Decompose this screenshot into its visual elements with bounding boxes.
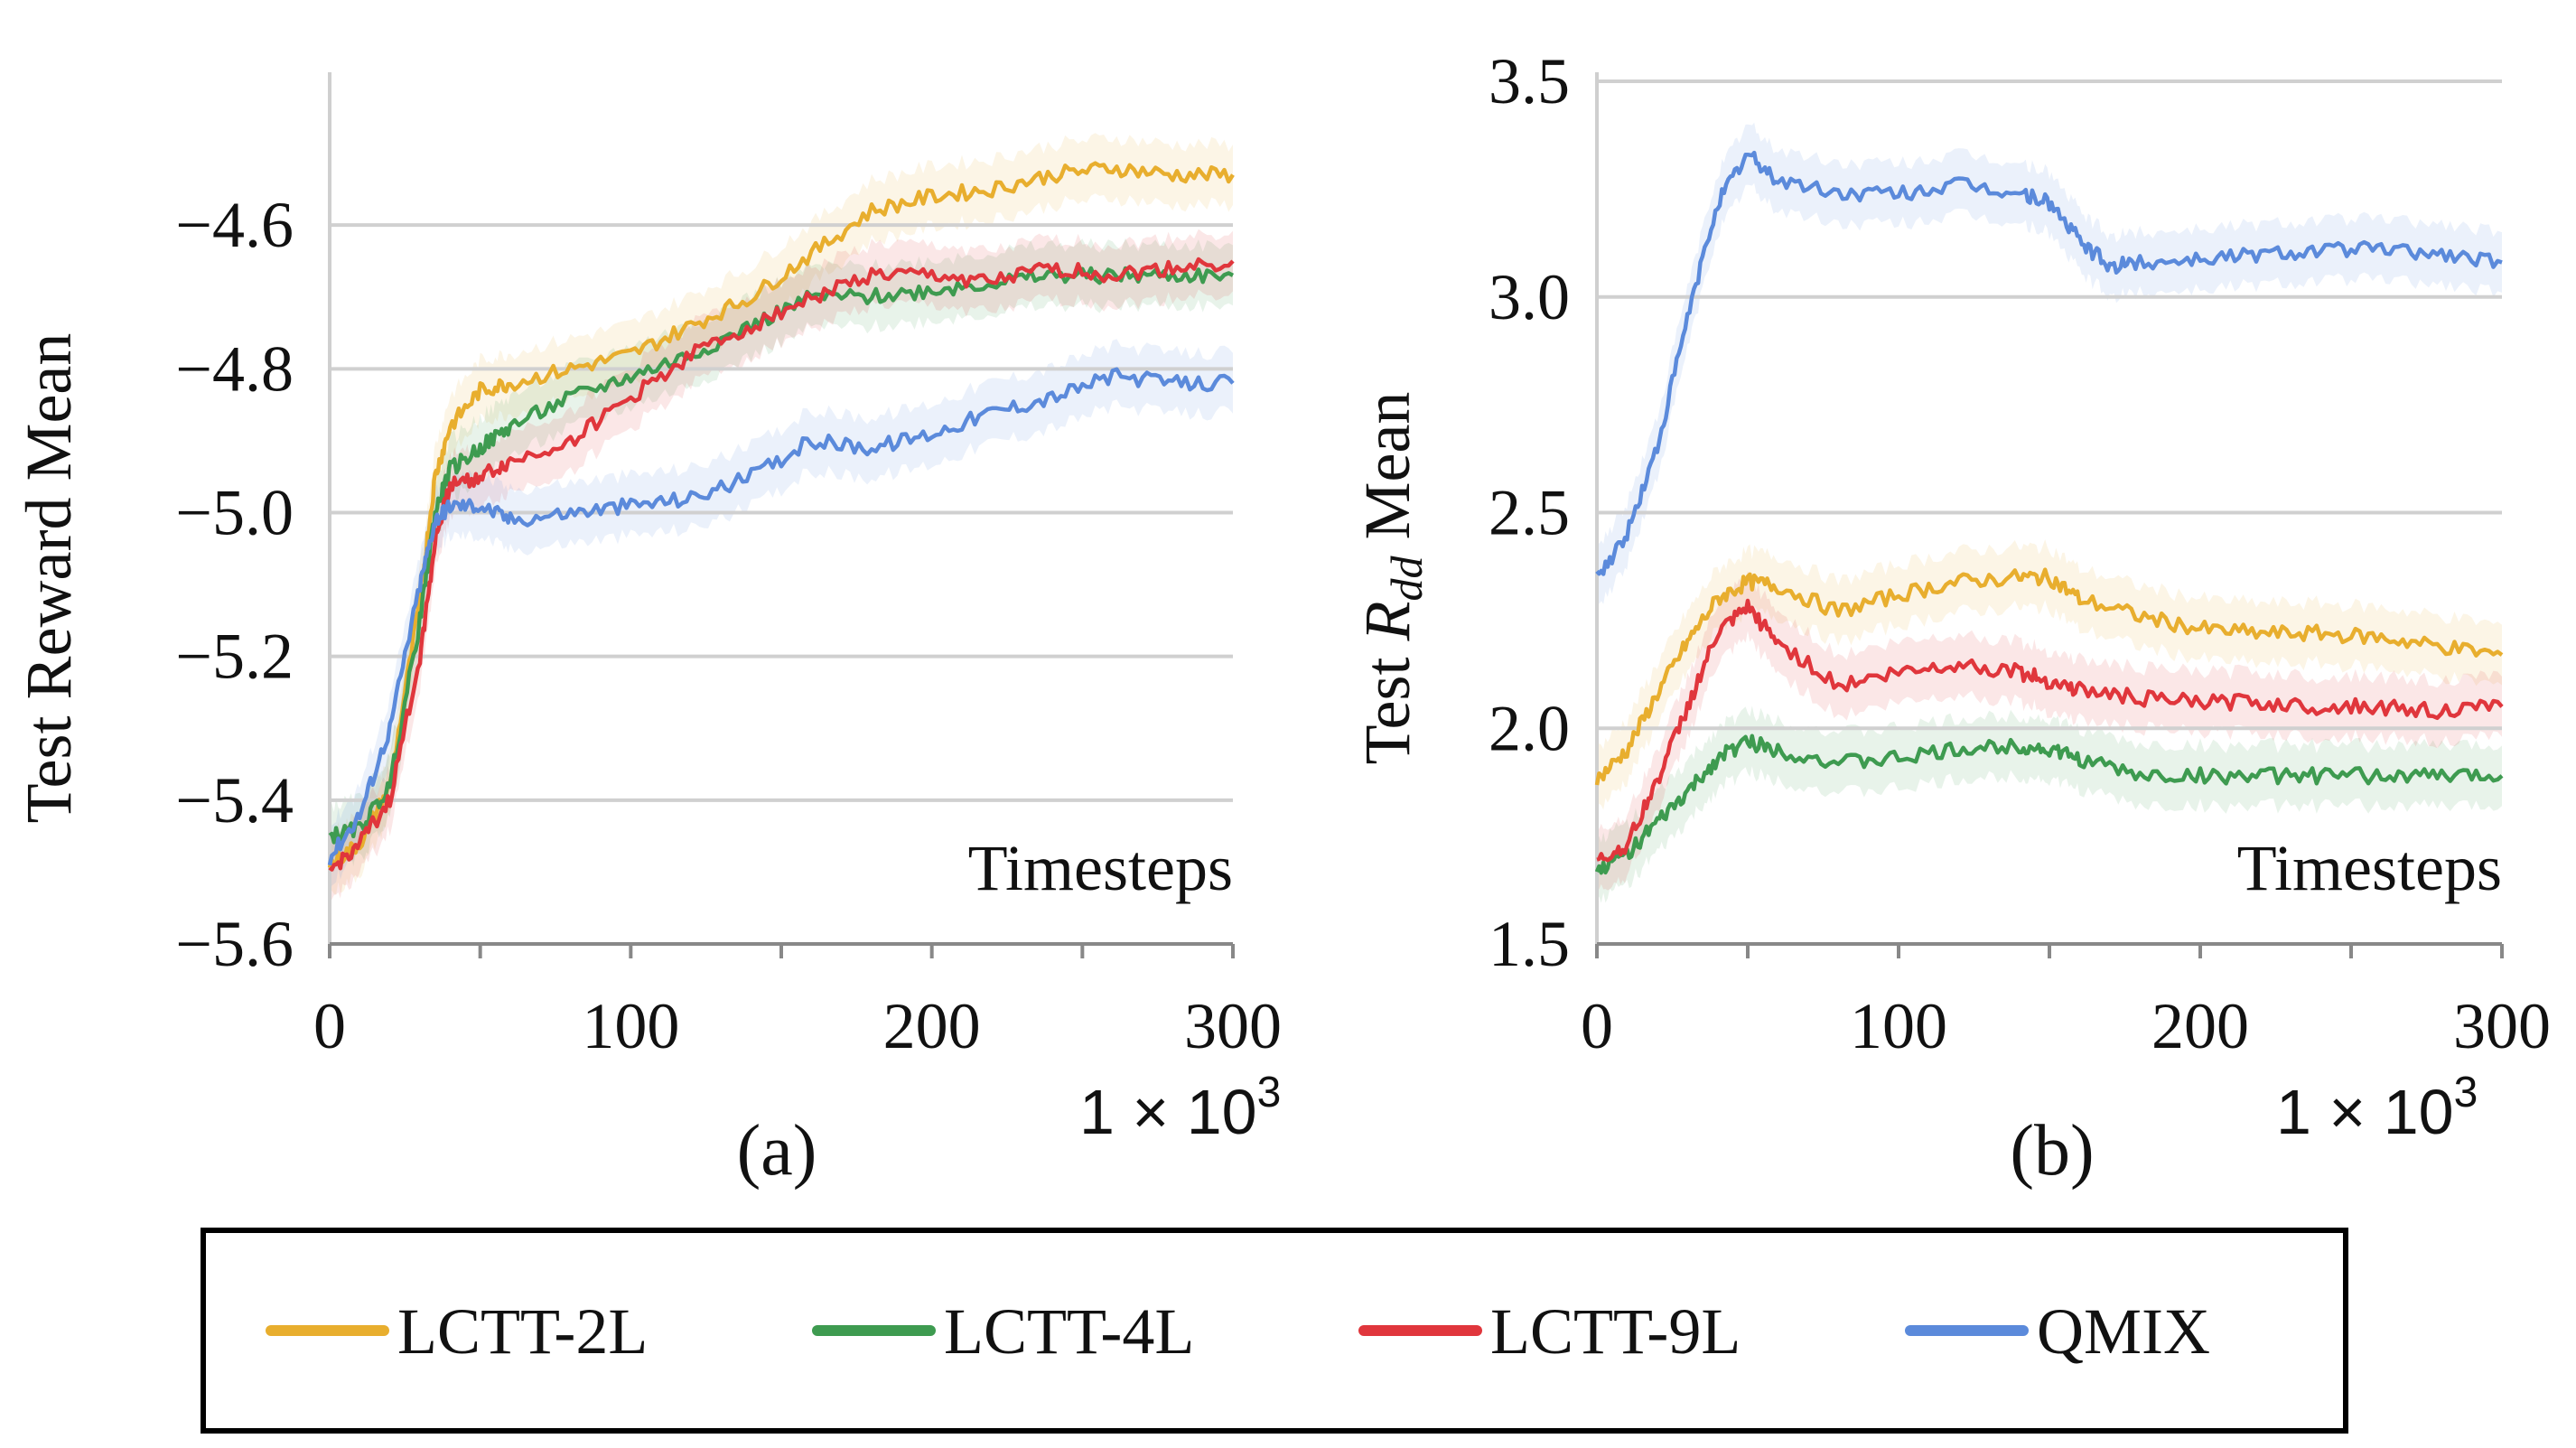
tick-labels-a: −4.6 −4.8 −5.0 −5.2 −5.4 −5.6 0 100 200 300: [175, 189, 1282, 1062]
x-multiplier-b: 1 × 103: [2276, 1069, 2478, 1147]
y-tick-label: 2.0: [1489, 692, 1570, 764]
axes-a: [328, 72, 1235, 958]
x-tick-label: 300: [2453, 990, 2551, 1062]
tick-labels-b: 3.5 3.0 2.5 2.0 1.50 100 200 300: [1489, 45, 2551, 1062]
x-tick-label: 100: [1850, 990, 1947, 1062]
x-multiplier-base-a: 1 × 10: [1079, 1077, 1257, 1147]
y-tick-label: 3.0: [1489, 261, 1570, 333]
x-tick-label: 300: [1184, 990, 1282, 1062]
legend-label: LCTT-4L: [944, 1295, 1194, 1368]
series-lines-b: [1594, 150, 2504, 875]
y-axis-title-subscript-b: dd: [1381, 556, 1432, 602]
series-line-lctt-9l: [1596, 598, 2504, 863]
x-multiplier-base-b: 1 × 10: [2276, 1077, 2454, 1147]
y-tick-label: 2.5: [1489, 477, 1570, 549]
y-axis-title-a: Test Reward Mean: [13, 333, 85, 824]
x-tick-label: 200: [2151, 990, 2249, 1062]
confidence-band-lctt-4l: [330, 238, 1233, 873]
series-line-lctt-4l: [1594, 733, 2504, 875]
y-axis-title-b: Test Rdd Mean: [1351, 392, 1432, 765]
series-line-lctt-4l: [328, 266, 1235, 845]
legend-label: QMIX: [2037, 1295, 2210, 1368]
series-line-qmix: [327, 367, 1235, 866]
confidence-bands-b: [1597, 122, 2502, 903]
x-tick-label: 100: [582, 990, 679, 1062]
gridlines-b: [1597, 79, 2502, 731]
confidence-bands-a: [330, 133, 1233, 901]
x-tick-label: 0: [1581, 990, 1613, 1062]
chart-panel-a: −4.6 −4.8 −5.0 −5.2 −5.4 −5.6 0 100 200 300 Times…: [13, 72, 1282, 1191]
x-multiplier-exp-b: 3: [2454, 1069, 2478, 1116]
y-tick-label: −4.6: [175, 189, 294, 261]
series-lines-a: [327, 161, 1235, 872]
x-tick-label: 200: [883, 990, 981, 1062]
confidence-band-qmix: [1597, 122, 2502, 604]
y-axis-title-suffix-b: Mean: [1351, 392, 1423, 556]
x-axis-title-a: Timesteps: [968, 832, 1233, 904]
legend-label: LCTT-9L: [1490, 1295, 1741, 1368]
confidence-band-lctt-2l: [330, 133, 1233, 899]
y-tick-label: 3.5: [1489, 45, 1570, 117]
series-line-qmix: [1595, 150, 2503, 576]
x-multiplier-exp-a: 3: [1257, 1069, 1282, 1116]
x-tick-label: 0: [313, 990, 346, 1062]
chart-panel-b: 3.5 3.0 2.5 2.0 1.50 100 200 300 Timesteps Test…: [1351, 45, 2551, 1191]
x-axis-title-b: Timesteps: [2237, 832, 2502, 904]
y-tick-label: −5.6: [175, 908, 294, 980]
caption-b: (b): [2010, 1111, 2094, 1191]
y-axis-title-symbol-b: R: [1351, 602, 1423, 642]
y-axis-title-prefix-b: Test: [1351, 640, 1423, 764]
confidence-band-lctt-2l: [1597, 539, 2502, 816]
gridlines-a: [330, 223, 1233, 802]
x-multiplier-a: 1 × 103: [1079, 1069, 1281, 1147]
y-tick-label: −4.8: [175, 332, 294, 405]
series-line-lctt-2l: [1594, 567, 2504, 786]
axes-b: [1595, 72, 2504, 958]
legend-items: LCTT-2L LCTT-4L LCTT-9L QMIX: [266, 1295, 2210, 1368]
confidence-band-lctt-4l: [1597, 705, 2502, 903]
confidence-band-lctt-9l: [330, 229, 1233, 901]
legend-label: LCTT-2L: [397, 1295, 648, 1368]
confidence-band-qmix: [330, 339, 1233, 896]
legend: LCTT-2L LCTT-4L LCTT-9L QMIX: [201, 1228, 2348, 1434]
y-tick-label: 1.5: [1489, 908, 1570, 980]
y-tick-label: −5.0: [175, 477, 294, 549]
y-tick-label: −5.4: [175, 764, 294, 836]
y-tick-label: −5.2: [175, 621, 294, 693]
series-line-lctt-9l: [328, 257, 1235, 872]
confidence-band-lctt-9l: [1597, 570, 2502, 891]
caption-a: (a): [737, 1111, 817, 1191]
